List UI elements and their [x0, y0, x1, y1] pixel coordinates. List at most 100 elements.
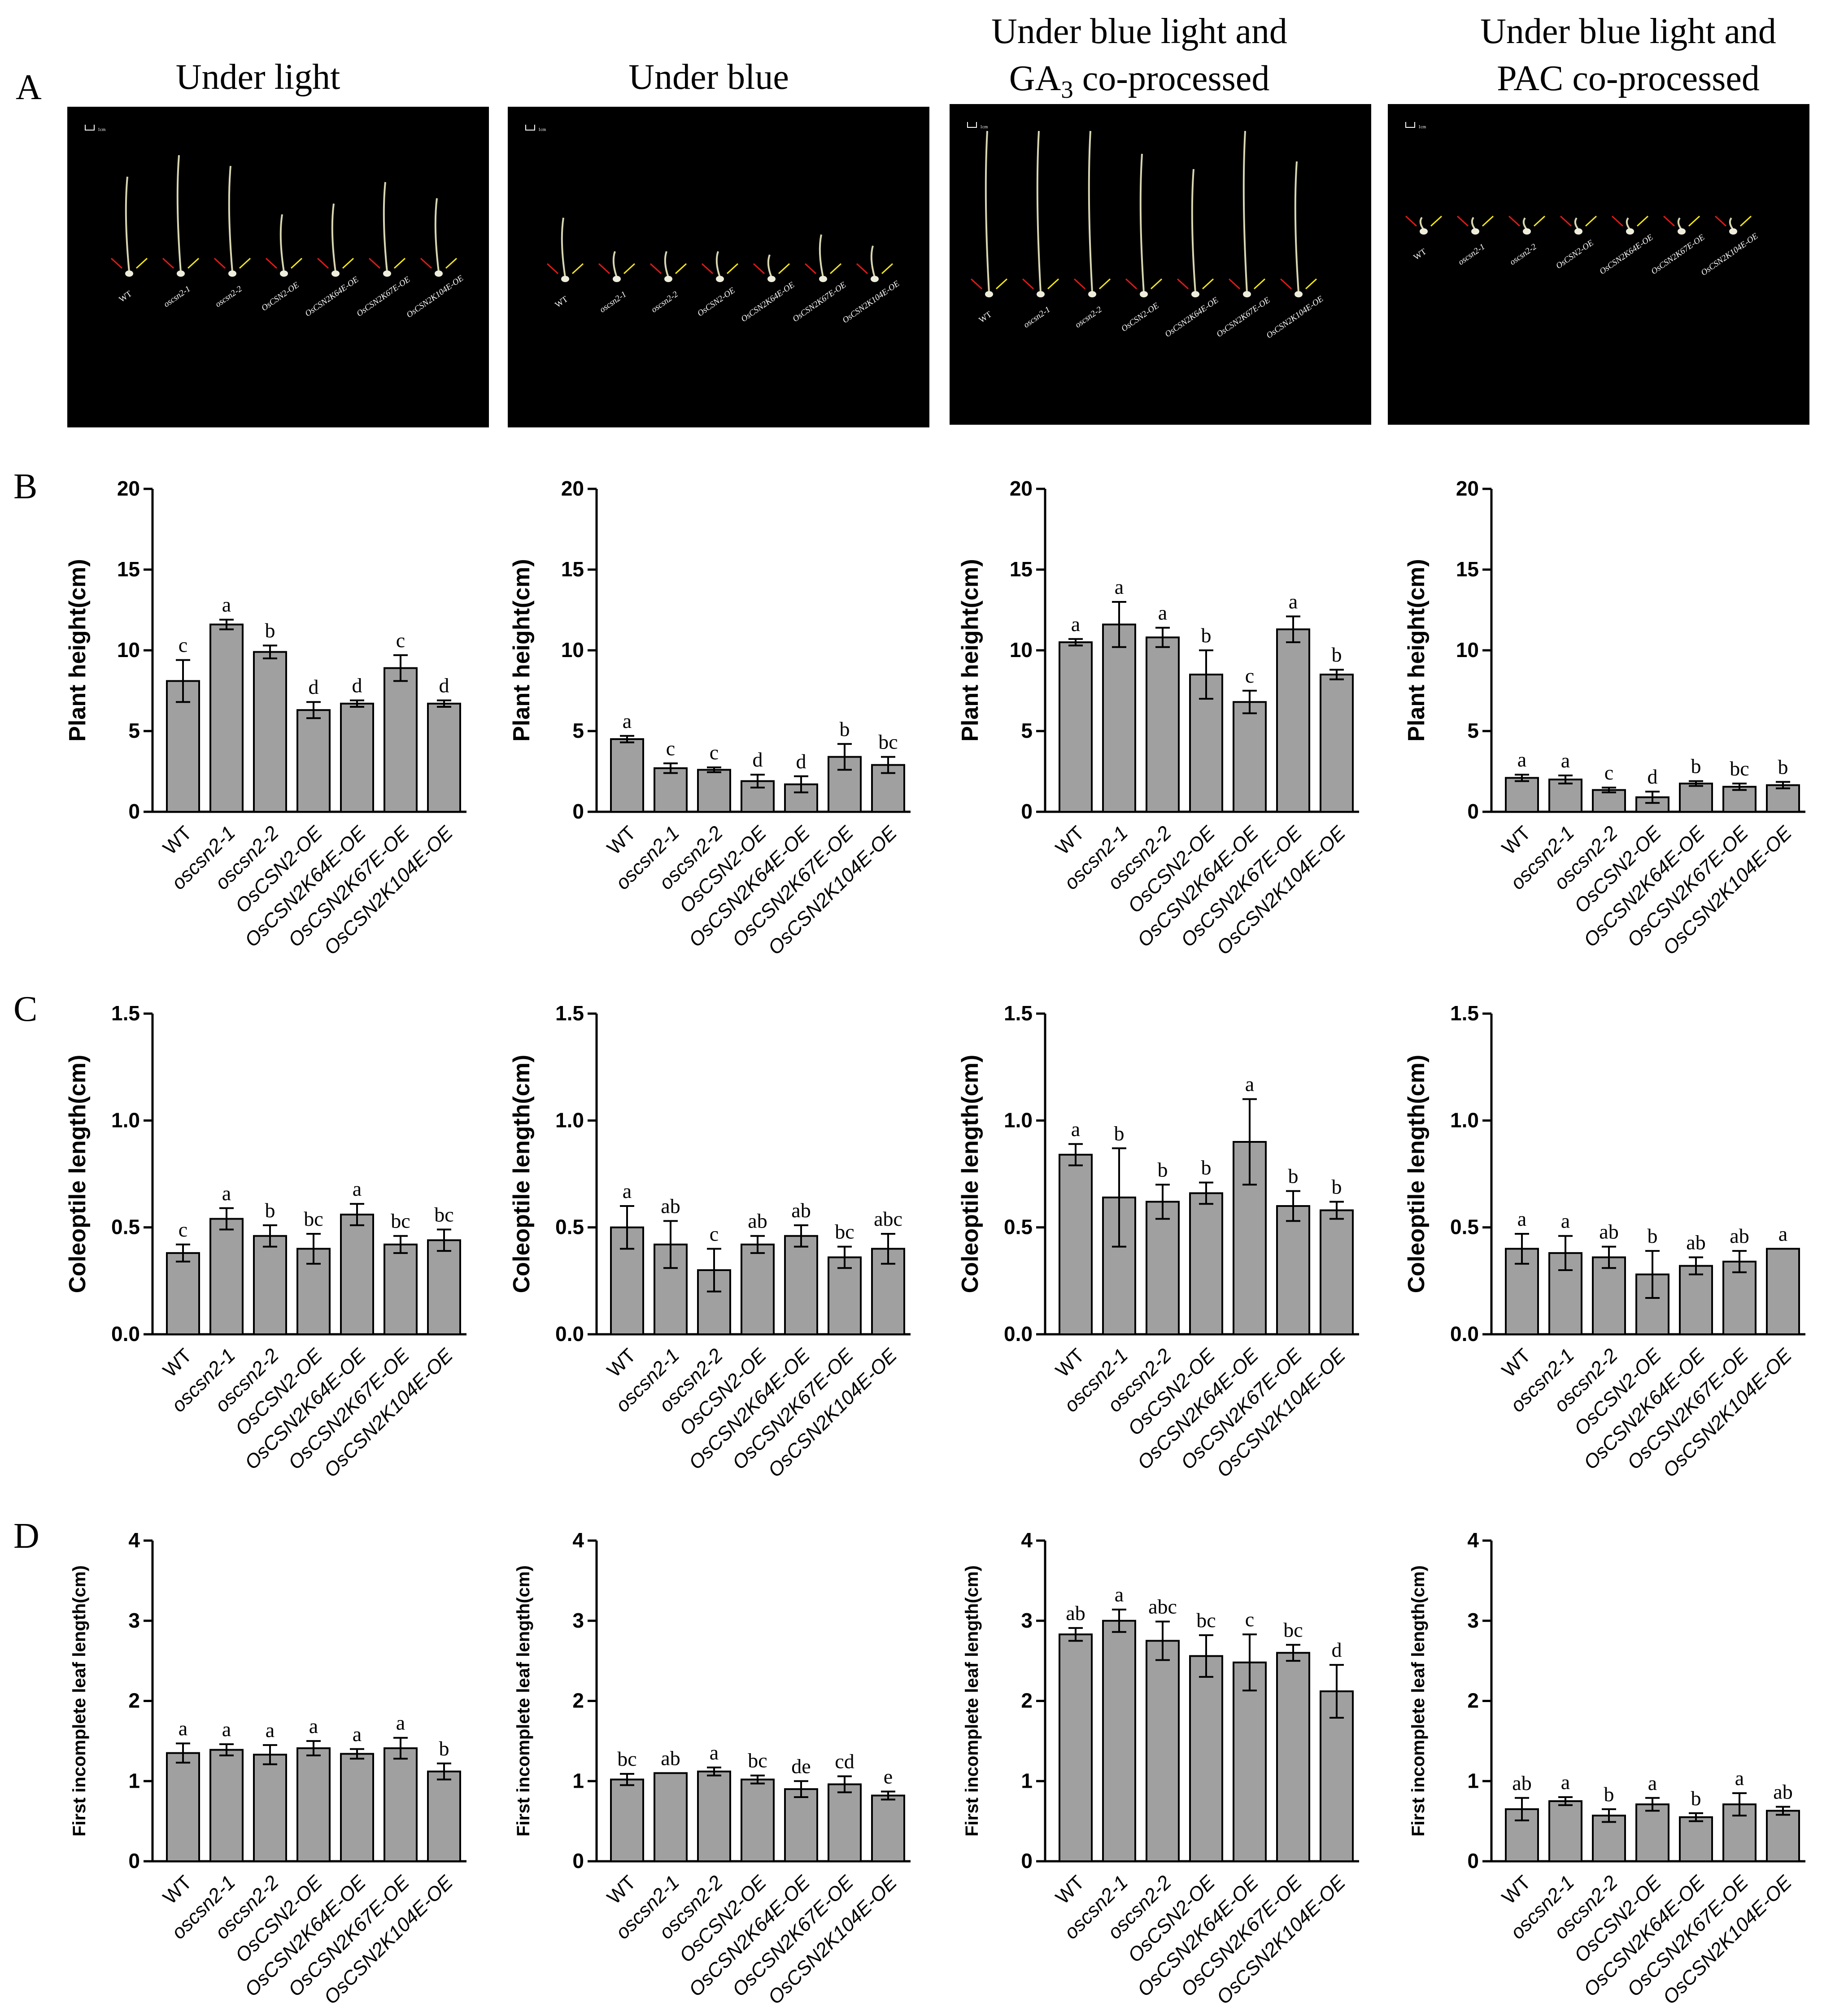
- bar: [654, 767, 688, 813]
- significance-letter: bc: [1283, 1618, 1303, 1641]
- y-axis-label: First incomplete leaf length(cm): [962, 1565, 982, 1837]
- bar: [741, 1243, 775, 1336]
- seed: [819, 276, 827, 282]
- significance-letter: b: [265, 619, 275, 642]
- y-tick-label: 1.0: [1004, 1108, 1033, 1132]
- bar: [1679, 1816, 1713, 1862]
- bar: [697, 769, 731, 813]
- significance-letter: c: [710, 741, 719, 764]
- significance-letter: d: [309, 675, 319, 698]
- y-tick-label: 10: [1456, 638, 1479, 662]
- panel-letter-b: B: [13, 467, 38, 506]
- y-tick-label: 20: [561, 477, 584, 500]
- y-tick-label: 2: [572, 1689, 584, 1712]
- red-arrow: [856, 263, 868, 274]
- bar: [1276, 1205, 1310, 1335]
- significance-letter: b: [265, 1199, 275, 1222]
- bar: [1059, 641, 1093, 813]
- x-tick-label: WT: [603, 1344, 640, 1381]
- significance-letter: b: [1288, 1165, 1299, 1188]
- seedling: [985, 131, 990, 293]
- x-tick-label: WT: [159, 1344, 196, 1381]
- seedling: [1294, 161, 1299, 293]
- y-tick-label: 0.0: [555, 1322, 584, 1345]
- significance-letter: a: [353, 1177, 362, 1200]
- seedling: [228, 165, 233, 272]
- column-title-3: Under blue light and GA3 co-processed: [924, 8, 1355, 113]
- y-tick-label: 0: [572, 1849, 584, 1872]
- seedling: [1088, 131, 1093, 293]
- y-tick-label: 1.0: [111, 1108, 140, 1132]
- scale-bar: [967, 122, 977, 128]
- seed: [1678, 228, 1686, 235]
- red-arrow: [1456, 215, 1469, 227]
- seed: [664, 276, 672, 282]
- bar: [1635, 1803, 1669, 1862]
- yellow-arrow: [239, 257, 251, 269]
- y-tick-label: 3: [572, 1609, 584, 1632]
- significance-letter: a: [1245, 1073, 1254, 1096]
- significance-letter: ab: [661, 1746, 680, 1769]
- bar: [1276, 628, 1310, 813]
- significance-letter: c: [1245, 1608, 1254, 1631]
- y-tick-label: 15: [117, 557, 140, 581]
- scale-bar-label: 1cm: [98, 127, 105, 132]
- red-arrow: [649, 263, 662, 274]
- yellow-arrow: [290, 257, 303, 269]
- seed: [985, 291, 993, 297]
- significance-letter: c: [666, 737, 675, 760]
- seed: [435, 270, 443, 277]
- ga3-subscript: 3: [1061, 76, 1073, 103]
- red-arrow: [1560, 215, 1572, 227]
- y-tick-label: 0.5: [1004, 1215, 1033, 1239]
- significance-letter: d: [1648, 765, 1658, 788]
- significance-letter: b: [1691, 755, 1701, 778]
- y-tick-label: 5: [1021, 719, 1033, 742]
- significance-letter: b: [1604, 1783, 1614, 1806]
- red-arrow: [1611, 215, 1624, 227]
- column-title-3-line-2: GA3 co-processed: [924, 55, 1355, 113]
- seedling: [1036, 131, 1042, 293]
- bar: [340, 702, 374, 813]
- chart-D-3: 0 1 2 3 4 First incomplete leaf length(cm) ab W…: [962, 1528, 1359, 2009]
- y-axis-label: Plant height(cm): [957, 559, 983, 741]
- seedling: [561, 218, 566, 278]
- yellow-arrow: [1150, 278, 1163, 290]
- bar: [296, 1747, 331, 1862]
- bar: [340, 1214, 374, 1335]
- significance-letter: c: [179, 1218, 187, 1241]
- y-tick-label: 4: [572, 1528, 584, 1552]
- significance-letter: b: [1332, 1175, 1342, 1198]
- column-title-4: Under blue light and PAC co-processed: [1413, 8, 1822, 102]
- significance-letter: b: [1201, 1156, 1212, 1179]
- bar: [1766, 1810, 1800, 1862]
- significance-letter: d: [753, 748, 763, 771]
- red-arrow: [265, 257, 278, 269]
- chart-D-2: 0 1 2 3 4 First incomplete leaf length(cm) bc W…: [514, 1528, 911, 2009]
- seedling: [434, 198, 440, 272]
- column-title-4-line-2: PAC co-processed: [1497, 59, 1760, 98]
- y-tick-label: 1: [1021, 1769, 1033, 1792]
- x-tick-label: WT: [1498, 822, 1535, 859]
- y-axis-label: First incomplete leaf length(cm): [1408, 1565, 1428, 1837]
- significance-letter: b: [1158, 1158, 1168, 1181]
- yellow-arrow: [778, 263, 790, 274]
- bar: [1320, 674, 1354, 813]
- bar: [1146, 1640, 1180, 1862]
- seedling: [664, 251, 669, 278]
- significance-letter: c: [1604, 761, 1613, 784]
- column-title-2-line-1: Under blue: [628, 57, 789, 97]
- significance-letter: bc: [304, 1207, 323, 1230]
- significance-letter: abc: [874, 1207, 902, 1230]
- significance-letter: ab: [748, 1210, 767, 1232]
- y-tick-label: 2: [1021, 1689, 1033, 1712]
- y-tick-label: 0: [1467, 1849, 1479, 1872]
- significance-letter: a: [1115, 575, 1124, 598]
- red-arrow: [1280, 278, 1292, 290]
- y-tick-label: 0: [1021, 800, 1033, 823]
- significance-letter: a: [1517, 1207, 1526, 1230]
